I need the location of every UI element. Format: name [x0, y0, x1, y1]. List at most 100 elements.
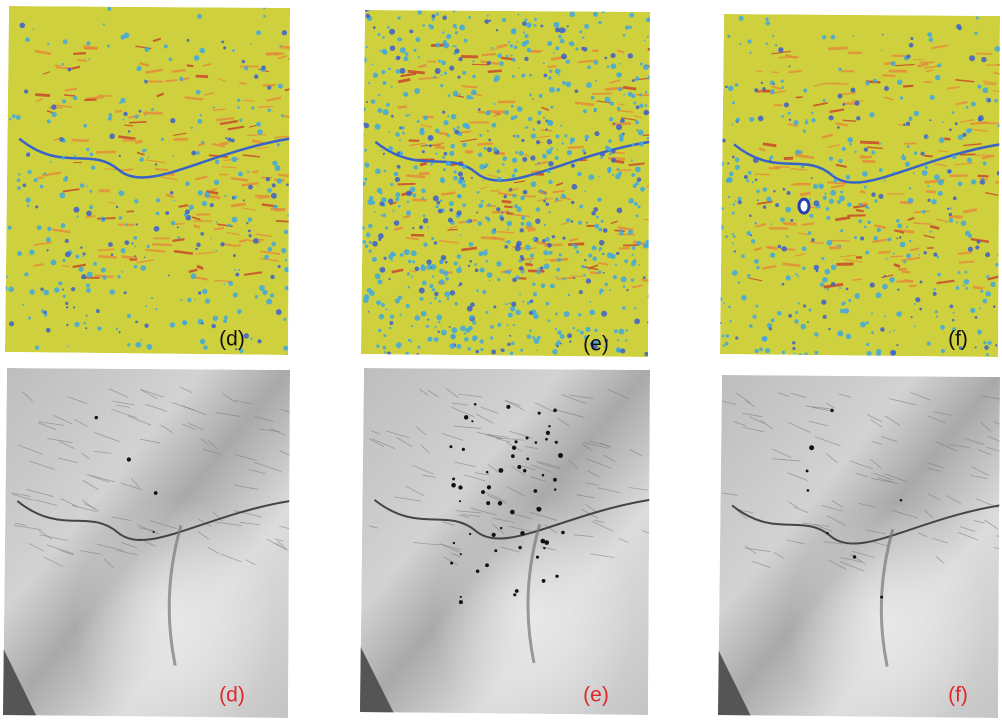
slope-streak — [152, 244, 172, 245]
noise-dot — [428, 135, 434, 141]
noise-dot — [554, 22, 560, 28]
noise-dot — [447, 134, 450, 137]
slope-streak — [995, 182, 1002, 183]
noise-dot — [643, 64, 649, 70]
noise-dot — [564, 134, 567, 137]
noise-dot — [364, 162, 369, 167]
noise-dot — [119, 331, 121, 333]
noise-dot — [434, 241, 437, 244]
noise-dot — [97, 326, 101, 330]
noise-dot — [826, 288, 829, 291]
noise-dot — [732, 156, 735, 159]
noise-dot — [955, 122, 958, 125]
noise-dot — [879, 143, 881, 145]
noise-dot — [537, 336, 540, 339]
noise-dot — [189, 208, 191, 210]
noise-dot — [593, 12, 598, 17]
noise-dot — [747, 274, 751, 278]
noise-dot — [156, 212, 160, 216]
noise-dot — [556, 340, 560, 344]
noise-dot — [592, 257, 597, 262]
noise-dot — [824, 193, 826, 195]
noise-dot — [598, 176, 600, 178]
noise-dot — [516, 41, 518, 43]
noise-dot — [859, 203, 862, 206]
pit-dot — [453, 542, 455, 544]
noise-dot — [66, 324, 68, 326]
noise-dot — [949, 213, 952, 216]
slope-streak — [274, 209, 282, 210]
noise-dot — [891, 61, 896, 66]
noise-dot — [375, 168, 381, 174]
slope-streak — [408, 71, 425, 73]
noise-dot — [569, 41, 574, 46]
slope-streak — [608, 158, 625, 159]
noise-dot — [910, 37, 913, 40]
noise-dot — [382, 36, 385, 39]
noise-dot — [953, 312, 955, 314]
noise-dot — [782, 246, 787, 251]
noise-dot — [475, 268, 479, 272]
noise-dot — [521, 216, 525, 220]
noise-dot — [51, 104, 56, 109]
noise-dot — [906, 226, 908, 228]
noise-dot — [589, 174, 595, 180]
noise-dot — [726, 334, 730, 338]
noise-dot — [58, 281, 62, 285]
noise-dot — [766, 197, 771, 202]
noise-dot — [74, 155, 77, 158]
pit-dot — [487, 485, 491, 489]
noise-dot — [798, 302, 800, 304]
noise-dot — [392, 253, 396, 257]
noise-dot — [918, 254, 920, 256]
noise-dot — [539, 189, 542, 192]
noise-dot — [570, 142, 572, 144]
slope-streak — [828, 48, 847, 49]
noise-dot — [462, 165, 467, 170]
panel-label: (e) — [583, 333, 609, 356]
pit-dot — [459, 500, 461, 502]
noise-dot — [476, 212, 478, 214]
noise-dot — [435, 128, 440, 133]
noise-dot — [982, 299, 987, 304]
noise-dot — [250, 337, 252, 339]
noise-dot — [523, 190, 528, 195]
noise-dot — [512, 194, 516, 198]
noise-dot — [287, 354, 289, 356]
noise-dot — [421, 311, 427, 317]
noise-dot — [783, 188, 786, 191]
noise-dot — [583, 47, 588, 52]
noise-dot — [765, 348, 770, 353]
noise-dot — [538, 268, 540, 270]
noise-dot — [509, 302, 511, 304]
noise-dot — [388, 146, 393, 151]
noise-dot — [628, 198, 633, 203]
noise-dot — [605, 57, 608, 60]
noise-dot — [361, 150, 363, 152]
noise-dot — [839, 287, 841, 289]
noise-dot — [202, 201, 207, 206]
noise-dot — [395, 177, 400, 182]
noise-dot — [508, 313, 513, 318]
noise-dot — [903, 260, 906, 263]
noise-dot — [399, 127, 402, 130]
noise-dot — [422, 281, 427, 286]
noise-dot — [719, 225, 724, 230]
noise-dot — [478, 153, 482, 157]
noise-dot — [985, 98, 988, 101]
noise-dot — [988, 341, 992, 345]
noise-dot — [871, 331, 874, 334]
noise-dot — [532, 98, 534, 100]
noise-dot — [985, 252, 990, 257]
noise-dot — [213, 106, 215, 108]
noise-dot — [199, 48, 205, 54]
noise-dot — [631, 159, 633, 161]
noise-dot — [434, 292, 438, 296]
noise-dot — [976, 17, 979, 20]
noise-dot — [487, 130, 489, 132]
noise-dot — [566, 218, 570, 222]
noise-dot — [232, 49, 235, 52]
noise-dot — [920, 280, 923, 283]
noise-dot — [367, 288, 372, 293]
noise-dot — [496, 207, 500, 211]
